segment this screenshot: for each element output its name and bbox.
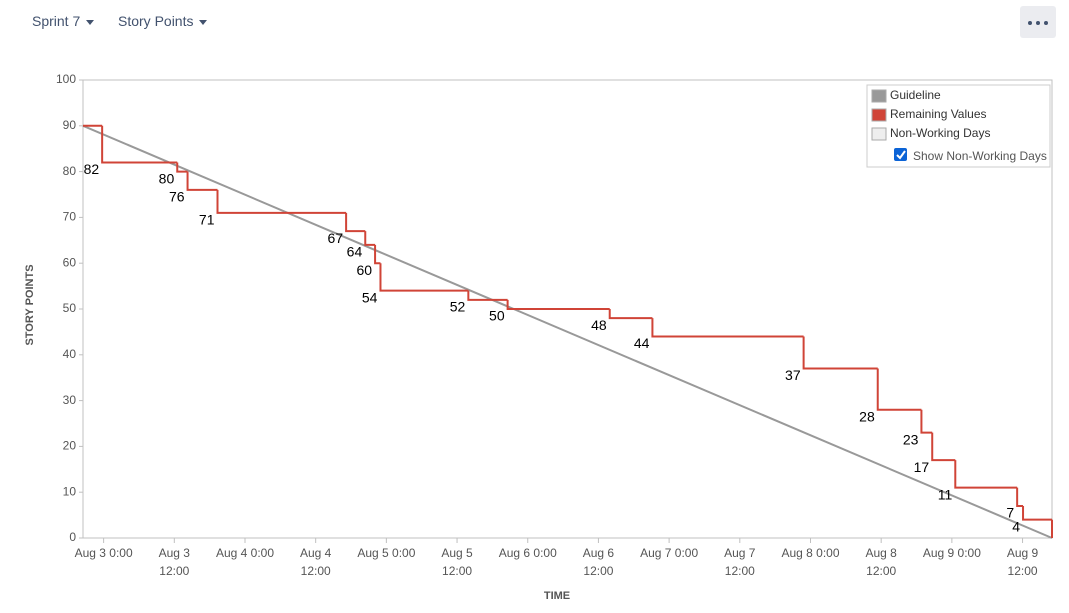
data-label: 37 — [785, 367, 801, 383]
x-tick-label: 12:00 — [1008, 564, 1038, 578]
x-tick-label: 12:00 — [866, 564, 896, 578]
x-tick-label: Aug 7 — [724, 546, 756, 560]
data-label: 23 — [903, 431, 919, 447]
x-tick-label: Aug 7 0:00 — [640, 546, 698, 560]
data-label: 54 — [362, 289, 378, 305]
data-label: 7 — [1006, 505, 1014, 521]
remaining-step — [186, 171, 218, 191]
remaining-step — [506, 299, 610, 310]
data-label: 48 — [591, 317, 607, 333]
checkbox-label: Show Non-Working Days — [913, 149, 1047, 163]
y-tick-label: 70 — [63, 210, 77, 224]
y-tick-label: 90 — [63, 118, 77, 132]
remaining-step — [802, 336, 878, 370]
x-tick-label: Aug 4 — [300, 546, 332, 560]
y-tick-label: 50 — [63, 301, 77, 315]
legend-swatch — [871, 89, 887, 103]
data-label: 50 — [489, 308, 505, 324]
x-tick-label: Aug 3 0:00 — [75, 546, 133, 560]
data-label: 76 — [169, 189, 185, 205]
sprint-dropdown[interactable]: Sprint 7 — [32, 13, 94, 29]
checkbox-box — [894, 148, 907, 161]
checkbox-check — [896, 150, 906, 160]
data-label: 44 — [634, 335, 650, 351]
remaining-step — [345, 212, 366, 233]
y-tick-label: 20 — [63, 439, 77, 453]
non-working-checkbox[interactable] — [894, 148, 907, 161]
remaining-step — [651, 318, 804, 338]
y-axis-label: STORY POINTS — [24, 264, 36, 345]
x-tick-label: Aug 9 0:00 — [923, 546, 981, 560]
y-tick-label: 10 — [63, 484, 77, 498]
remaining-step — [608, 309, 653, 320]
x-tick-label: 12:00 — [583, 564, 613, 578]
legend-swatch — [871, 127, 887, 141]
data-label: 82 — [84, 161, 100, 177]
y-tick-label: 40 — [63, 347, 77, 361]
remaining-step — [216, 189, 347, 214]
x-axis-label: TIME — [544, 590, 570, 602]
remaining-step — [101, 125, 178, 164]
remaining-step — [1016, 487, 1024, 507]
legend-label: Guideline — [890, 88, 941, 102]
remaining-step — [467, 290, 508, 301]
legend-label: Remaining Values — [890, 107, 987, 121]
remaining-step — [920, 409, 933, 434]
x-tick-label: Aug 8 — [865, 546, 897, 560]
data-label: 67 — [328, 230, 344, 246]
metric-dropdown[interactable]: Story Points — [118, 13, 207, 29]
remaining-step — [379, 263, 469, 292]
x-tick-label: 12:00 — [159, 564, 189, 578]
legend-label: Non-Working Days — [890, 126, 990, 140]
data-label: 4 — [1012, 518, 1020, 534]
data-label: 11 — [938, 486, 953, 502]
guideline — [82, 124, 1053, 539]
x-tick-label: Aug 4 0:00 — [216, 546, 274, 560]
remaining-step — [176, 162, 188, 173]
x-tick-label: 12:00 — [725, 564, 755, 578]
x-tick-label: Aug 5 — [441, 546, 473, 560]
x-tick-label: Aug 3 — [159, 546, 191, 560]
remaining-step — [954, 460, 1018, 489]
x-tick-label: Aug 9 — [1007, 546, 1039, 560]
x-tick-label: Aug 5 0:00 — [357, 546, 415, 560]
data-label: 71 — [199, 212, 215, 228]
y-tick-label: 100 — [56, 72, 76, 86]
data-label: 28 — [859, 408, 875, 424]
y-tick-label: 80 — [63, 164, 77, 178]
data-label: 60 — [356, 262, 372, 278]
remaining-step — [931, 432, 956, 462]
remaining-step — [876, 368, 922, 411]
y-tick-label: 60 — [63, 255, 77, 269]
x-tick-label: Aug 8 0:00 — [781, 546, 839, 560]
remaining-step — [364, 231, 376, 246]
y-tick-label: 30 — [63, 393, 77, 407]
more-button[interactable] — [1020, 6, 1056, 38]
data-label: 64 — [347, 244, 363, 260]
remaining-step — [374, 244, 381, 265]
data-label: 52 — [450, 299, 466, 315]
data-label: 17 — [914, 459, 930, 475]
y-tick-label: 0 — [69, 530, 76, 544]
x-tick-label: Aug 6 0:00 — [499, 546, 557, 560]
x-tick-label: 12:00 — [301, 564, 331, 578]
data-label: 80 — [159, 170, 175, 186]
x-tick-label: Aug 6 — [583, 546, 615, 560]
x-tick-label: 12:00 — [442, 564, 472, 578]
legend-swatch — [871, 108, 887, 122]
remaining-step — [1022, 505, 1052, 521]
